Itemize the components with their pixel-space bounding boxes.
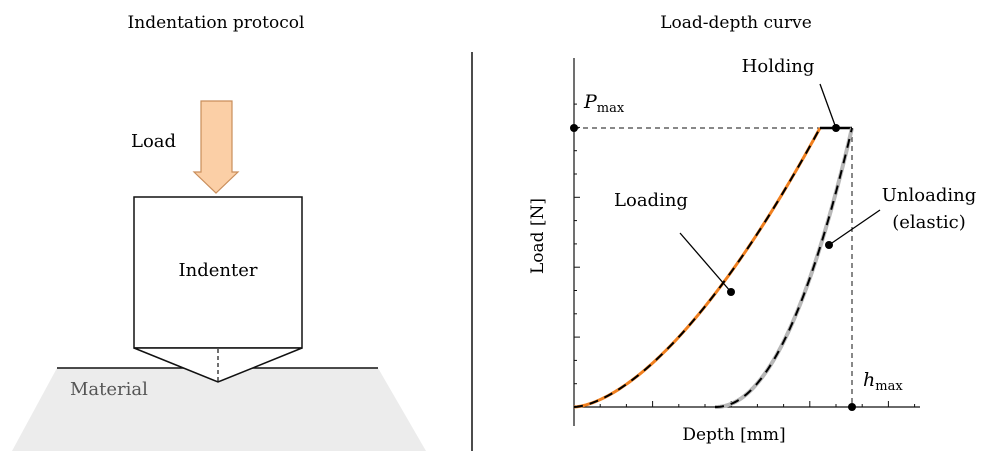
hmax-label: hmax bbox=[863, 369, 903, 394]
loading-label: Loading bbox=[614, 190, 688, 211]
indenter-label: Indenter bbox=[179, 260, 258, 281]
holding-leader bbox=[819, 83, 837, 129]
hmax-label-main: h bbox=[863, 369, 875, 391]
loading-leader bbox=[679, 232, 732, 293]
y-axis-label: Load [N] bbox=[528, 198, 548, 274]
material-block bbox=[12, 368, 426, 451]
pmax-label-main: P bbox=[583, 91, 598, 113]
holding-label: Holding bbox=[742, 56, 815, 77]
pmax-point bbox=[570, 124, 578, 132]
unloading-leader bbox=[828, 209, 881, 246]
pmax-label: Pmax bbox=[583, 91, 625, 116]
x-axis-label: Depth [mm] bbox=[682, 425, 785, 445]
left-panel-title: Indentation protocol bbox=[128, 13, 305, 33]
loading-curve bbox=[573, 127, 822, 409]
unloading-label-line2: (elastic) bbox=[892, 212, 966, 233]
load-arrow bbox=[192, 100, 240, 194]
left-panel: Indentation protocol Material Load Inden… bbox=[12, 13, 426, 451]
unloading-curve-dash bbox=[714, 127, 853, 408]
loading-curve-dash bbox=[573, 127, 821, 408]
hmax-label-sub: max bbox=[875, 379, 903, 394]
indenter-body bbox=[133, 196, 303, 349]
y-axis-ticks bbox=[574, 103, 580, 408]
material-label: Material bbox=[70, 379, 148, 400]
x-axis-ticks bbox=[599, 401, 916, 407]
right-panel: Load-depth curve Depth [mm] Load [N] Hol… bbox=[528, 13, 976, 445]
unloading-label-line1: Unloading bbox=[882, 185, 976, 206]
pmax-label-sub: max bbox=[597, 101, 625, 116]
hmax-point bbox=[848, 403, 856, 411]
load-label: Load bbox=[131, 131, 176, 152]
right-panel-title: Load-depth curve bbox=[660, 13, 812, 33]
